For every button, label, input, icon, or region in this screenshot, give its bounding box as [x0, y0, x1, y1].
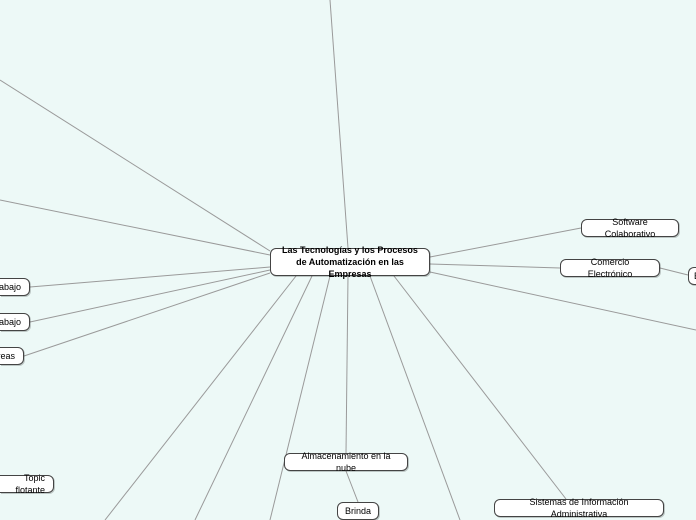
mindmap-canvas: Las Tecnologías y los Procesos de Automa… [0, 0, 696, 520]
node-left-areas[interactable]: areas [0, 347, 24, 365]
node-central[interactable]: Las Tecnologías y los Procesos de Automa… [270, 248, 430, 276]
node-left-trabajo-2[interactable]: trabajo [0, 313, 30, 331]
node-comercio-electronico[interactable]: Comercio Electrónico [560, 259, 660, 277]
node-almacenamiento[interactable]: Almacenamiento en la nube [284, 453, 408, 471]
node-software-colaborativo[interactable]: Software Colaborativo [581, 219, 679, 237]
node-right-edge[interactable]: E [688, 267, 696, 285]
node-left-trabajo-1[interactable]: trabajo [0, 278, 30, 296]
node-sistemas-informacion[interactable]: Sistemas de Información Administrativa [494, 499, 664, 517]
node-brinda[interactable]: Brinda [337, 502, 379, 520]
node-topic-flotante[interactable]: Topic flotante [0, 475, 54, 493]
